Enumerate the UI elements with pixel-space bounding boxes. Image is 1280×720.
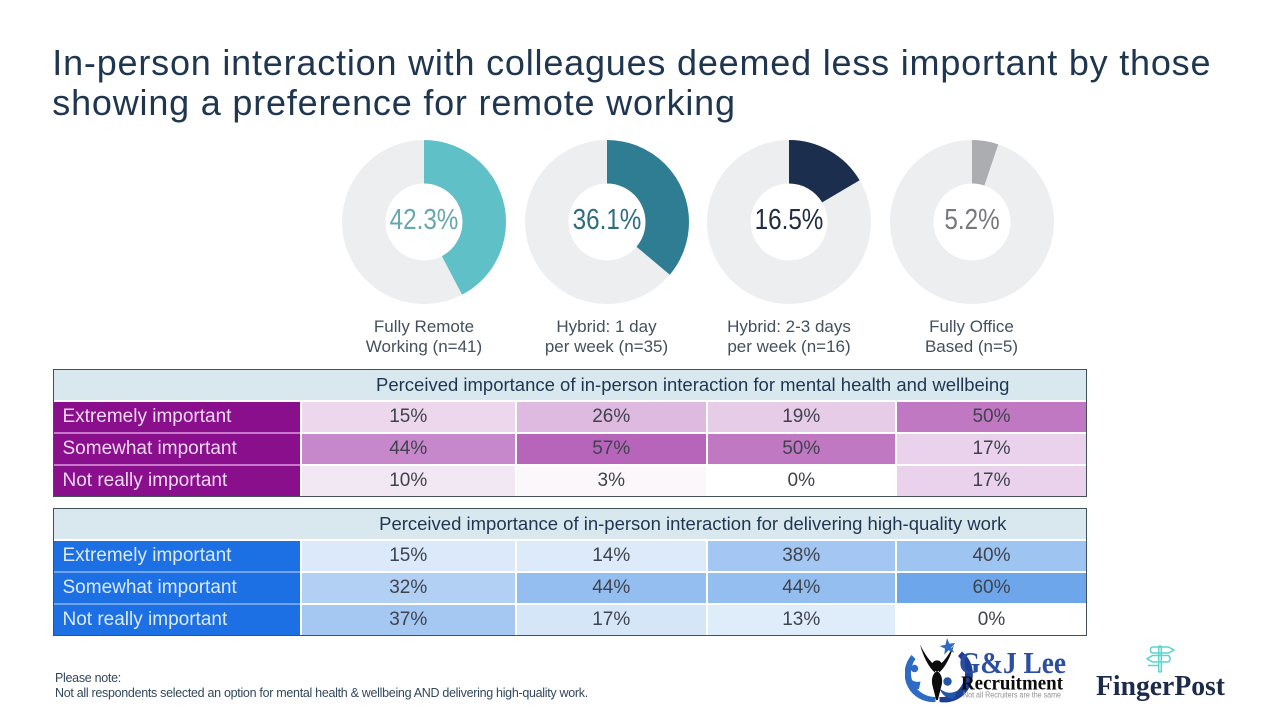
svg-text:FingerPost: FingerPost: [1096, 671, 1226, 702]
svg-text:Not all Recruiters are the sam: Not all Recruiters are the same: [963, 691, 1061, 700]
svg-text:Recruitment: Recruitment: [961, 674, 1063, 695]
svg-text:G&J Lee: G&J Lee: [959, 645, 1066, 680]
